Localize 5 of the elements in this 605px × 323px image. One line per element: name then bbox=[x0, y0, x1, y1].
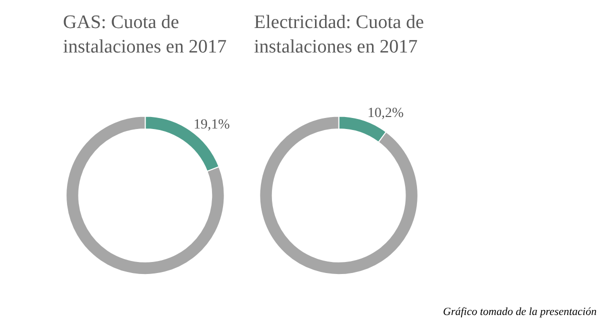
chart-title: Electricidad: Cuota de instalaciones en 2017 bbox=[254, 12, 424, 58]
data-label: 19,1% bbox=[194, 117, 230, 132]
text: Gráfico tomado de la presentación bbox=[443, 306, 598, 318]
data-label: 10,2% bbox=[367, 106, 404, 122]
chart-title: GAS: Cuota de instalaciones en 2017 bbox=[63, 12, 227, 58]
